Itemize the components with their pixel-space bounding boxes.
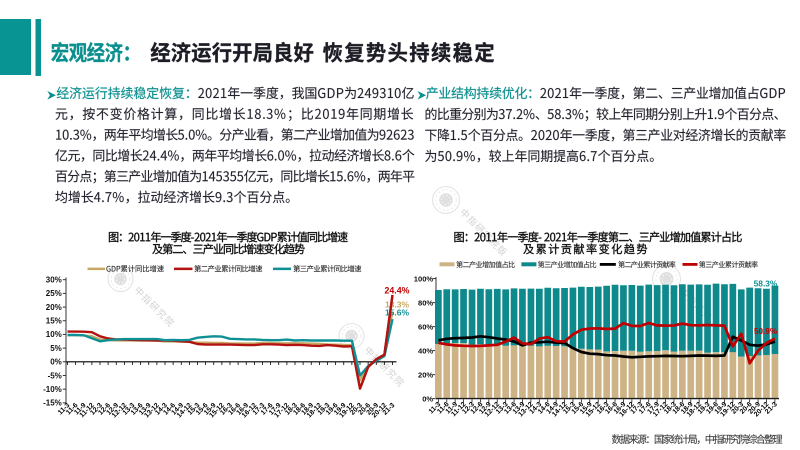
svg-text:-15%: -15%	[43, 399, 62, 408]
svg-text:-10%: -10%	[43, 385, 62, 394]
svg-text:50.9%: 50.9%	[754, 327, 778, 336]
svg-text:10%: 10%	[46, 330, 62, 339]
svg-text:30%: 30%	[46, 275, 62, 284]
svg-text:15.6%: 15.6%	[385, 308, 410, 318]
svg-text:80%: 80%	[418, 298, 433, 307]
svg-text:-5%: -5%	[48, 371, 62, 380]
svg-text:100%: 100%	[414, 274, 434, 283]
svg-text:5%: 5%	[50, 344, 62, 353]
svg-text:15%: 15%	[46, 317, 62, 326]
svg-text:0%: 0%	[50, 358, 62, 367]
svg-text:20%: 20%	[46, 303, 62, 312]
svg-text:20%: 20%	[418, 370, 433, 379]
svg-text:40%: 40%	[418, 346, 433, 355]
svg-text:18.3%: 18.3%	[385, 300, 410, 310]
svg-text:58.3%: 58.3%	[754, 279, 778, 289]
svg-text:60%: 60%	[418, 322, 433, 331]
svg-text:0%: 0%	[422, 394, 433, 403]
svg-text:24.4%: 24.4%	[385, 286, 410, 296]
svg-text:25%: 25%	[46, 289, 62, 298]
